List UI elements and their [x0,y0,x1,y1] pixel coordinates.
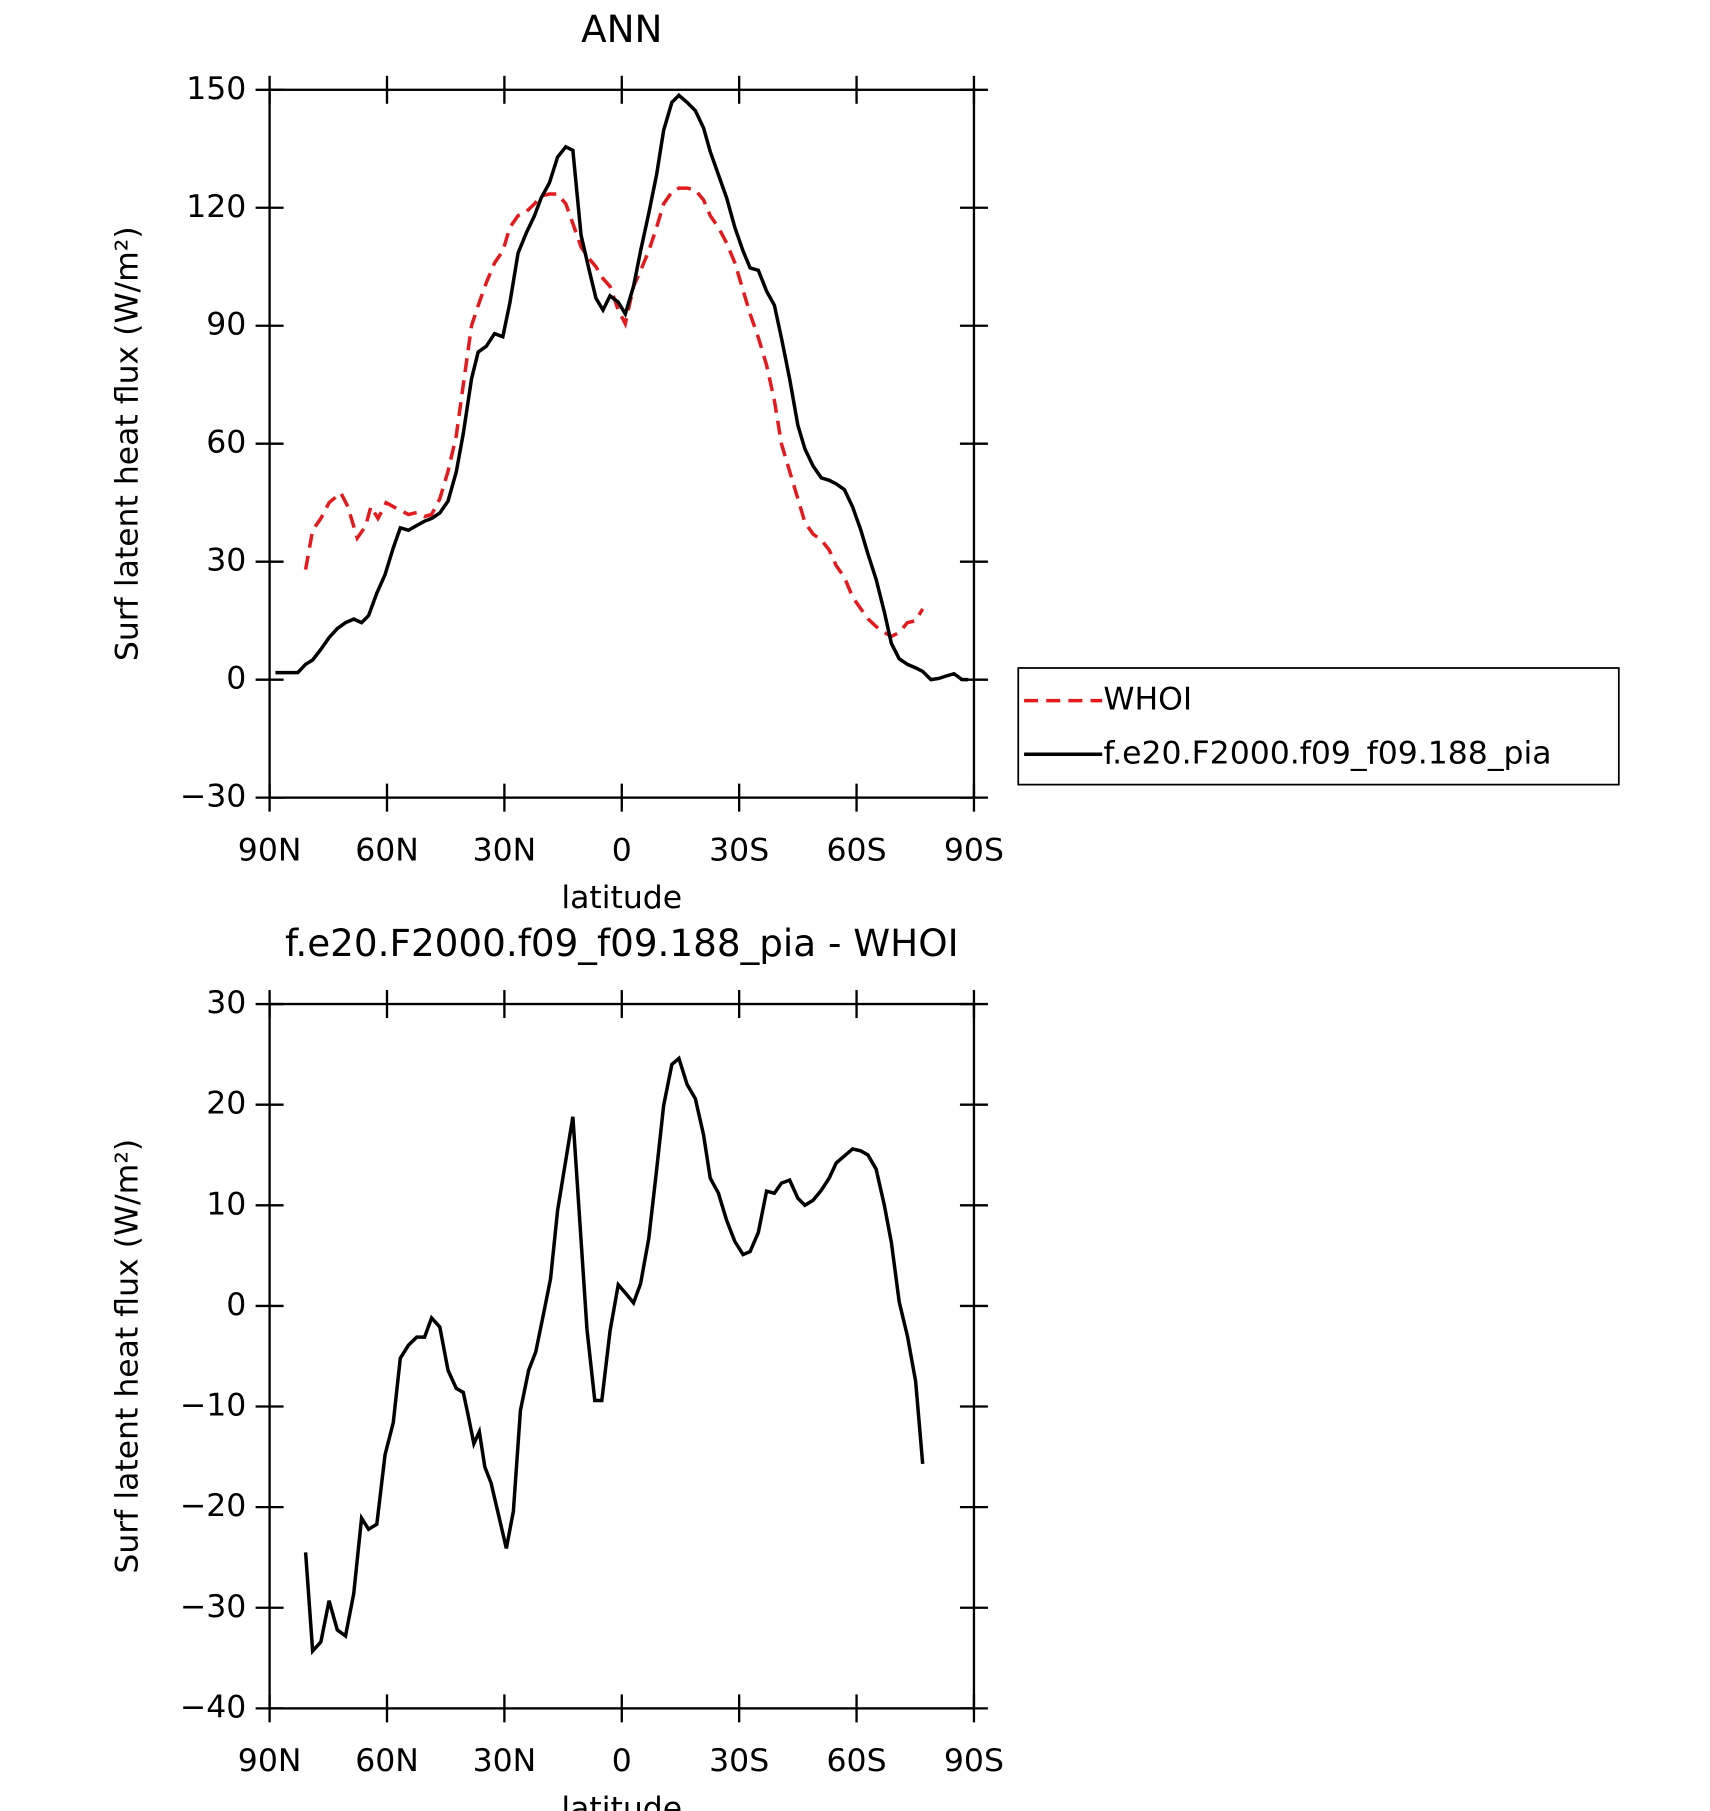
y-tick-label: 0 [226,661,246,697]
y-tick-label: 30 [206,543,246,579]
x-tick-label: 30S [709,832,769,868]
y-tick-label: 30 [206,985,246,1021]
x-axis-label: latitude [561,880,682,916]
data-line [303,186,925,639]
y-tick-label: 20 [206,1086,246,1122]
y-tick-label: 90 [206,307,246,343]
y-tick-label: 150 [186,71,246,107]
x-tick-label: 90N [238,1743,302,1779]
y-tick-label: −40 [180,1689,246,1725]
x-tick-label: 60N [355,1743,419,1779]
y-tick-label: −30 [180,1589,246,1625]
x-tick-label: 60N [355,832,419,868]
y-axis-label: Surf latent heat flux (W/m²) [110,226,146,661]
plot-frame [268,1002,976,1710]
x-tick-label: 90S [944,1743,1004,1779]
x-tick-label: 60S [827,1743,887,1779]
legend-label: f.e20.F2000.f09_f09.188_pia [1103,735,1551,771]
y-axis-label: Surf latent heat flux (W/m²) [110,1139,146,1574]
y-tick-label: −10 [180,1388,246,1424]
x-tick-label: 90N [238,832,302,868]
x-tick-label: 0 [612,832,632,868]
x-tick-label: 0 [612,1743,632,1779]
legend-box [1017,667,1620,786]
data-line [303,1055,925,1656]
y-tick-label: −30 [180,779,246,815]
chart-title: ANN [581,7,662,51]
y-tick-label: 120 [186,189,246,225]
x-tick-label: 30S [709,1743,769,1779]
x-tick-label: 60S [827,832,887,868]
y-tick-label: 60 [206,425,246,461]
x-tick-label: 90S [944,832,1004,868]
legend-label: WHOI [1103,682,1192,718]
x-tick-label: 30N [473,1743,537,1779]
data-line [275,92,969,682]
y-tick-label: 0 [226,1287,246,1323]
y-tick-label: 10 [206,1186,246,1222]
x-tick-label: 30N [473,832,537,868]
y-tick-label: −20 [180,1488,246,1524]
plot-frame [268,88,976,799]
chart-title: f.e20.F2000.f09_f09.188_pia - WHOI [285,921,959,965]
x-axis-label: latitude [561,1791,682,1811]
